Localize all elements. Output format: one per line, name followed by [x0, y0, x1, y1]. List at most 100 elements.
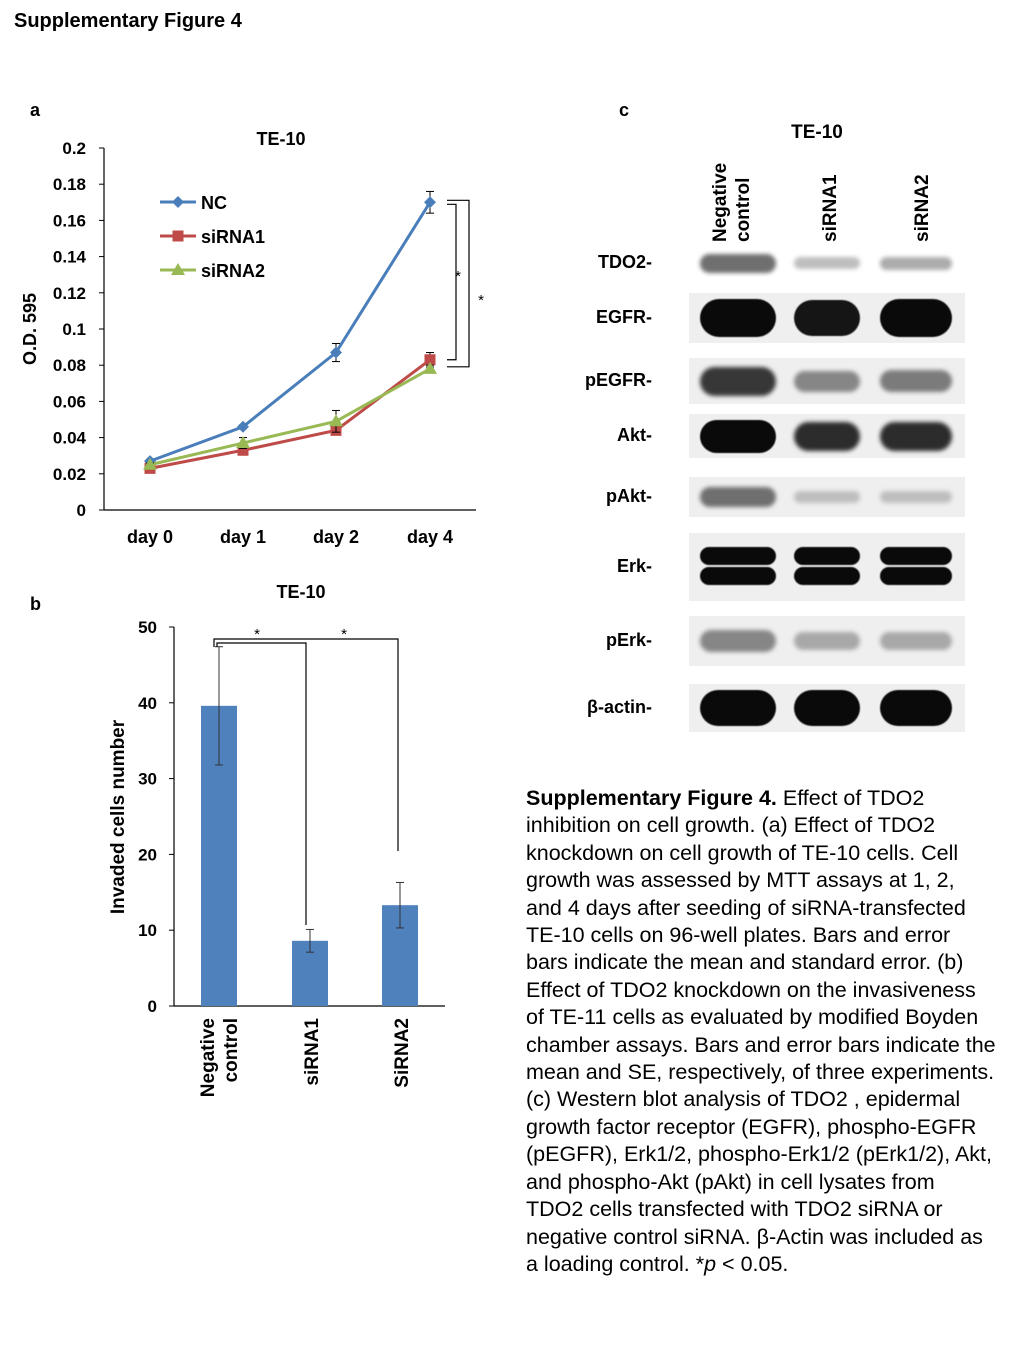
x-tick-label: SiRNA2	[392, 1018, 413, 1088]
blot-strip	[689, 293, 965, 343]
y-tick-label: 0.08	[53, 356, 86, 375]
blot-band	[880, 547, 952, 565]
blot-row-label: β-actin-	[587, 697, 652, 717]
significance-star: *	[455, 268, 461, 285]
blot-row-label: EGFR-	[596, 307, 652, 327]
blot-strip	[689, 684, 965, 732]
line-chart-title: TE-10	[256, 129, 305, 149]
y-tick-label: 0	[148, 997, 157, 1016]
legend-label-siRNA1: siRNA1	[201, 227, 265, 247]
blot-band	[700, 254, 776, 273]
legend-marker-siRNA2	[171, 263, 185, 275]
data-point-NC	[237, 420, 249, 433]
y-tick-label: 10	[138, 921, 157, 940]
y-tick-label: 40	[138, 694, 157, 713]
x-tick-label: siRNA1	[302, 1018, 323, 1086]
significance-bracket	[213, 638, 399, 851]
blot-band	[794, 690, 860, 726]
series-line-siRNA1	[149, 358, 431, 470]
blot-band	[794, 567, 860, 585]
blot-band	[880, 632, 952, 650]
panel-label-c: c	[619, 100, 630, 120]
y-tick-label: 0.06	[53, 392, 86, 411]
series-line-siRNA2	[149, 367, 431, 467]
blot-band	[880, 370, 952, 392]
blot-strip	[689, 244, 965, 282]
blot-band	[700, 690, 776, 726]
y-axis-label: Invaded cells number	[108, 719, 129, 914]
y-tick-label: 30	[138, 770, 157, 789]
blot-band	[700, 367, 776, 396]
y-tick-label: 0.2	[62, 139, 86, 158]
blot-row-label: pErk-	[605, 630, 652, 650]
y-tick-label: 0.16	[53, 211, 86, 230]
blot-band	[700, 547, 776, 565]
lane-label: siRNA1	[820, 174, 841, 242]
page-title: Supplementary Figure 4	[14, 10, 242, 32]
legend-label-siRNA2: siRNA2	[201, 261, 265, 281]
blot-band	[794, 371, 860, 392]
significance-bracket	[447, 199, 470, 368]
x-tick-label: day 1	[220, 527, 266, 547]
y-tick-label: 0.1	[62, 320, 86, 339]
data-point-siRNA1	[424, 354, 436, 366]
blot-strip	[689, 616, 965, 666]
y-tick-label: 0.18	[53, 175, 86, 194]
blot-band	[794, 257, 860, 269]
data-point-siRNA2	[236, 436, 250, 449]
y-tick-label: 0.04	[53, 429, 87, 448]
significance-bracket	[447, 203, 457, 361]
lane-label: siRNA2	[912, 174, 933, 242]
significance-star: *	[254, 626, 260, 643]
y-tick-label: 0.14	[53, 248, 87, 267]
blot-band	[794, 422, 860, 451]
caption-tail: < 0.05.	[716, 1251, 789, 1276]
caption-body: Effect of TDO2 inhibition on cell growth…	[526, 786, 996, 1276]
bar-chart-title: TE-10	[276, 582, 325, 602]
blot-band	[880, 690, 952, 726]
blot-row-label: Erk-	[616, 556, 652, 576]
blot-band	[794, 491, 860, 503]
y-tick-label: 50	[138, 618, 157, 637]
blot-band	[880, 491, 952, 503]
caption-lead: Supplementary Figure 4.	[526, 786, 777, 810]
y-tick-label: 0.02	[53, 465, 86, 484]
blot-band	[700, 299, 776, 337]
significance-star: *	[478, 292, 484, 309]
blot-strip	[689, 358, 965, 404]
blot-row-label: pEGFR-	[585, 370, 652, 390]
blot-band	[794, 547, 860, 565]
blot-row-label: pAkt-	[606, 486, 652, 506]
blot-strip	[689, 533, 965, 601]
data-point-NC	[330, 346, 342, 359]
blot-band	[880, 567, 952, 585]
x-tick-label: Negative control	[198, 1018, 242, 1097]
blot-band	[880, 422, 952, 451]
significance-bracket	[216, 642, 307, 925]
x-tick-label: day 4	[407, 527, 453, 547]
legend-marker-NC	[172, 196, 184, 208]
legend-marker-siRNA1	[172, 230, 184, 242]
caption-p-symbol: p	[704, 1251, 717, 1276]
blot-strip	[689, 477, 965, 517]
blot-band	[700, 567, 776, 585]
x-tick-label: day 2	[313, 527, 359, 547]
blot-band	[700, 487, 776, 507]
significance-star: *	[341, 626, 347, 643]
bar-chart-panel-b: TE-10 0 10 20 30 40 50 Invaded cells number Nega…	[108, 582, 445, 1097]
data-point-NC	[424, 196, 436, 209]
data-point-siRNA2	[423, 361, 437, 374]
y-axis-label: O.D. 595	[20, 293, 40, 365]
blot-band	[880, 257, 952, 270]
blot-strip	[689, 414, 965, 458]
data-point-siRNA2	[329, 414, 343, 427]
blot-band	[700, 420, 776, 453]
series-line-NC	[149, 201, 432, 463]
blot-band	[880, 299, 952, 337]
panel-label-b: b	[30, 594, 41, 614]
line-chart-panel-a: TE-10 0 0.02 0.04 0.06 0.08 0.1 0.12 0.14 0.16 0.1…	[20, 129, 484, 547]
legend-label-NC: NC	[201, 193, 227, 213]
data-point-siRNA2	[143, 457, 157, 470]
panel-label-a: a	[30, 100, 41, 120]
blot-band	[794, 300, 860, 336]
